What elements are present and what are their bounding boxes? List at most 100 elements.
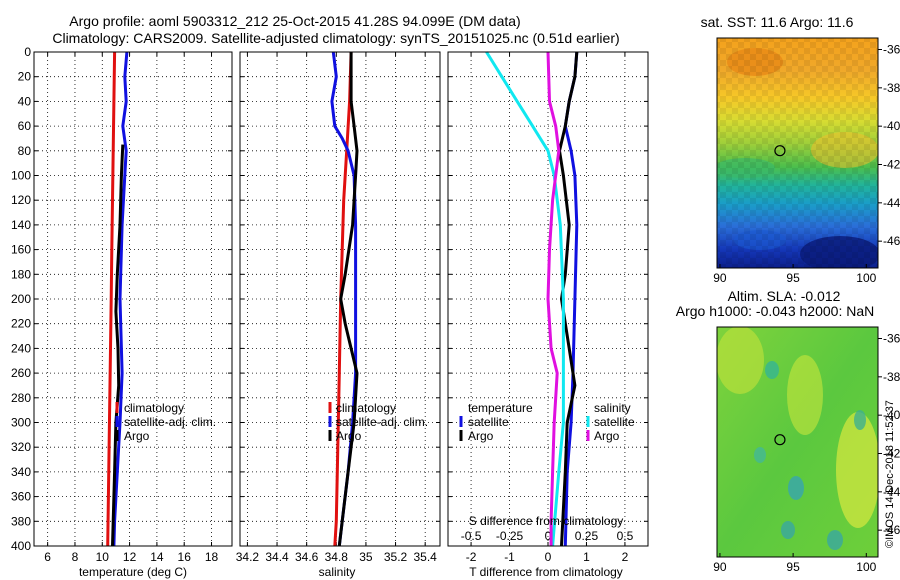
difference-series: [485, 51, 579, 547]
difference-legend-salinity: salinity satellite Argo: [586, 401, 635, 443]
x-tick-label: 1: [583, 550, 590, 564]
y-tick-label: 180: [11, 267, 31, 281]
temperature-legend: climatology satellite-adj. clim. Argo: [115, 401, 216, 443]
x-tick-label: 0: [545, 550, 552, 564]
y-tick-label: 300: [11, 416, 31, 430]
y-tick-label: 160: [11, 243, 31, 257]
sla-low-patch: [765, 361, 779, 379]
sla-low-patch: [781, 521, 795, 539]
x-tick-label: 18: [205, 550, 219, 564]
x-tick-label: -2: [466, 550, 477, 564]
map-x-tick-label: 95: [786, 560, 800, 574]
temperature-ticks: 0 20 40 60 80 100 120 140 160 180 200 220 240 260 280 3…: [11, 45, 232, 564]
legend-label-climatology: climatology: [336, 401, 396, 415]
sst-field: [717, 38, 878, 268]
map-y-tick-label: -46: [883, 234, 900, 248]
sst-map-title: sat. SST: 11.6 Argo: 11.6: [701, 14, 854, 30]
temperature-xlabel: temperature (deg C): [79, 565, 187, 579]
series-line-climatology: [333, 51, 353, 547]
y-tick-label: 100: [11, 169, 31, 183]
salinity-ticks: 34.2 34.4 34.6 34.8 35 35.2 35.4: [236, 51, 440, 564]
x-tick-label: 35.4: [414, 550, 438, 564]
series-line-argo: [337, 52, 359, 547]
map-y-tick-label: -36: [883, 43, 900, 57]
legend-label-argo: Argo: [124, 429, 150, 443]
map-y-tick-label: -38: [883, 81, 900, 95]
s-tick-label: -0.25: [496, 529, 524, 543]
difference-frame: [447, 51, 649, 547]
y-tick-label: 20: [18, 70, 32, 84]
x-tick-label: 34.6: [295, 550, 319, 564]
x-tick-label: 35.2: [384, 550, 408, 564]
salinity-legend: climatology satellite-adj. clim. Argo: [328, 401, 428, 443]
y-tick-label: 60: [18, 119, 32, 133]
legend-label-t-satellite: satellite: [468, 415, 509, 429]
sla-yellow-patch: [836, 412, 878, 528]
legend-label-satellite: satellite-adj. clim.: [124, 415, 216, 429]
x-tick-label: -1: [504, 550, 515, 564]
s-tick-label: 0.5: [617, 529, 634, 543]
map-x-tick-label: 100: [856, 560, 876, 574]
sla-low-patch: [754, 447, 766, 463]
y-tick-label: 260: [11, 366, 31, 380]
figure-title-line2: Climatology: CARS2009. Satellite-adjuste…: [52, 30, 619, 46]
map-y-tick-label: -46: [883, 523, 900, 537]
legend-title-temperature: temperature: [468, 401, 533, 415]
difference-panel: -2 -1 0 1 2 -0.5 -0.25 0 0.25 0.5 T difference fr…: [447, 51, 649, 579]
sst-map: sat. SST: 11.6 Argo: 11.6 90 95 100 -36 -38 -…: [701, 14, 900, 285]
sla-low-patch: [827, 530, 843, 550]
sla-map-title-line1: Altim. SLA: -0.012: [728, 288, 841, 304]
y-tick-label: 200: [11, 292, 31, 306]
map-x-tick-label: 90: [713, 560, 727, 574]
s-tick-label: 0.25: [575, 529, 599, 543]
difference-xlabel-s: S difference from climatology: [469, 514, 624, 528]
y-tick-label: 340: [11, 465, 31, 479]
y-tick-label: 120: [11, 193, 31, 207]
x-tick-label: 34.2: [236, 550, 260, 564]
map-x-tick-label: 90: [713, 271, 727, 285]
map-x-tick-label: 100: [856, 271, 876, 285]
map-y-tick-label: -36: [883, 332, 900, 346]
legend-label-satellite: satellite-adj. clim.: [336, 415, 428, 429]
temperature-series: [106, 51, 129, 547]
sst-argo-marker: [774, 145, 786, 157]
map-y-tick-label: -40: [883, 408, 900, 422]
x-tick-label: 34.4: [265, 550, 289, 564]
legend-label-s-satellite: satellite: [594, 415, 635, 429]
difference-xlabel-t: T difference from climatology: [469, 565, 623, 579]
map-y-tick-label: -42: [883, 447, 900, 461]
sla-argo-marker: [774, 434, 786, 446]
y-tick-label: 380: [11, 514, 31, 528]
sla-low-patch: [788, 476, 804, 500]
series-line-salinity-satellite: [485, 51, 565, 547]
legend-label-argo: Argo: [336, 429, 362, 443]
legend-title-salinity: salinity: [594, 401, 631, 415]
y-tick-label: 40: [18, 94, 32, 108]
series-line-satellite-adj-clim-: [112, 51, 129, 547]
salinity-frame: [239, 51, 441, 547]
map-x-tick-label: 95: [786, 271, 800, 285]
legend-label-s-argo: Argo: [594, 429, 620, 443]
map-y-tick-label: -40: [883, 119, 900, 133]
legend-label-climatology: climatology: [124, 401, 184, 415]
series-line-climatology: [106, 51, 117, 547]
x-tick-label: 14: [150, 550, 164, 564]
sla-yellow-patch: [787, 355, 823, 435]
sla-yellow-patch: [717, 327, 764, 394]
x-tick-label: 16: [178, 550, 192, 564]
temperature-panel: 0 20 40 60 80 100 120 140 160 180 200 220 240 260 280 3…: [11, 45, 233, 579]
y-tick-label: 360: [11, 490, 31, 504]
salinity-xlabel: salinity: [319, 565, 356, 579]
map-y-tick-label: -42: [883, 158, 900, 172]
series-line-temperature-argo: [558, 51, 579, 547]
legend-label-t-argo: Argo: [468, 429, 494, 443]
series-line-salinity-argo: [546, 51, 561, 546]
y-tick-label: 0: [24, 45, 31, 59]
y-tick-label: 280: [11, 391, 31, 405]
difference-legend-temperature: temperature satellite Argo: [459, 401, 533, 443]
x-tick-label: 6: [44, 550, 51, 564]
map-y-tick-label: -38: [883, 370, 900, 384]
x-tick-label: 34.8: [325, 550, 349, 564]
s-tick-label: 0: [545, 529, 552, 543]
